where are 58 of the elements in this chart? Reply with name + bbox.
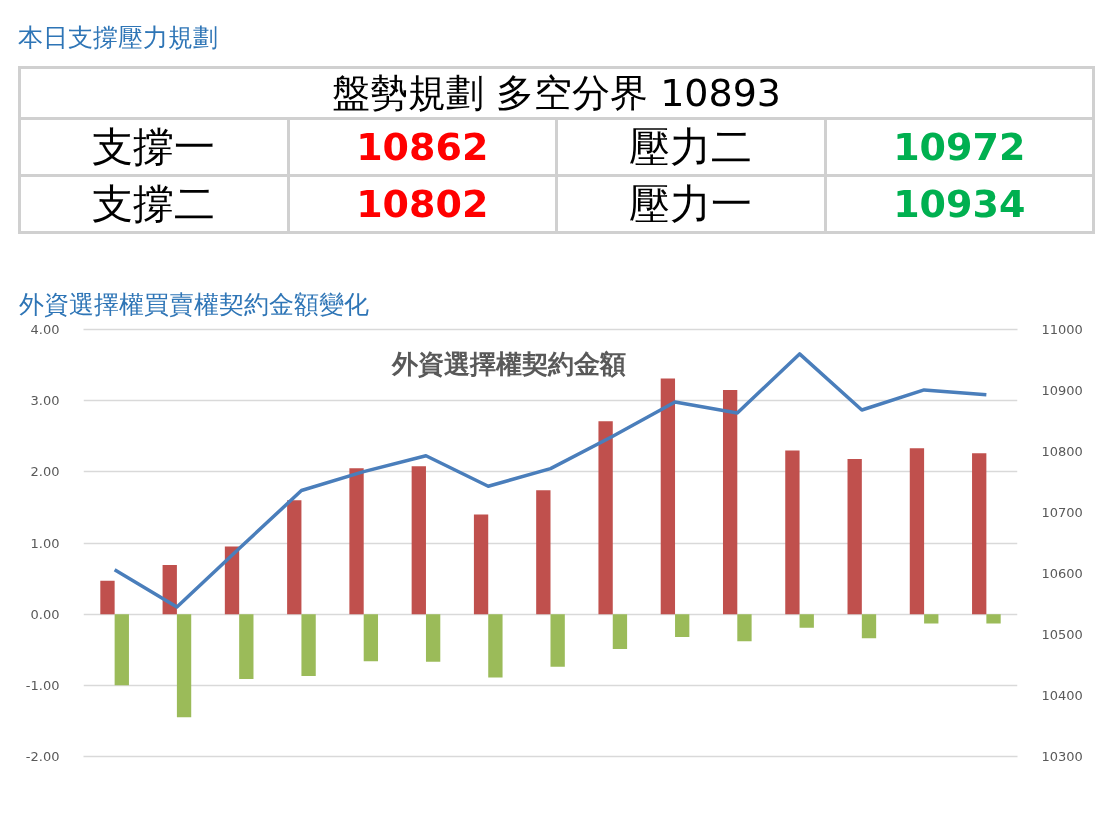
bar (612, 614, 628, 650)
text: 支撐一 (19, 118, 288, 176)
y2-tick-label: 11000 (1041, 322, 1083, 337)
bar (986, 614, 1001, 624)
bar (660, 378, 676, 615)
text: 壓力一 (556, 175, 825, 233)
bar (598, 421, 613, 615)
bar (239, 614, 254, 679)
bar (162, 565, 177, 615)
bar (488, 614, 503, 678)
text: 本日支撐壓力規劃 (18, 23, 218, 53)
text: 10972 (825, 118, 1094, 176)
bar (363, 614, 379, 662)
y2-tick-label: 10400 (1041, 688, 1083, 703)
bar (847, 459, 862, 615)
text: 10862 (288, 118, 557, 176)
bar (861, 614, 877, 639)
bar (799, 614, 814, 628)
bar (909, 448, 925, 615)
bar (473, 514, 489, 615)
y-tick-label: -1.00 (25, 677, 60, 693)
y-tick-label: 3.00 (30, 393, 60, 409)
bar (349, 468, 364, 615)
bar (722, 389, 738, 615)
y-tick-label: -2.00 (25, 749, 60, 764)
y-tick-label: 4.00 (30, 322, 60, 337)
y2-tick-label: 10900 (1041, 383, 1083, 398)
bar (224, 546, 240, 615)
text: 10934 (825, 175, 1094, 233)
bar (411, 466, 426, 615)
y2-tick-label: 10300 (1041, 749, 1083, 764)
bar (100, 580, 115, 615)
text: 盤勢規劃 多空分界 10893 (19, 67, 1094, 119)
y2-tick-label: 10700 (1041, 505, 1083, 520)
y2-tick-label: 10500 (1041, 627, 1083, 642)
y2-tick-label: 10800 (1041, 444, 1083, 459)
bar (287, 500, 302, 615)
text: 外資選擇權契約金額 (390, 348, 626, 379)
bar (114, 614, 129, 686)
bar (737, 614, 752, 642)
y-tick-label: 0.00 (30, 606, 60, 622)
y2-tick-label: 10600 (1041, 566, 1083, 581)
line-series (112, 352, 989, 609)
bar (425, 614, 441, 662)
bar (301, 614, 316, 677)
bar (785, 450, 800, 615)
y-tick-label: 2.00 (30, 464, 60, 480)
bar (924, 614, 939, 624)
chart-title: 外資選擇權買賣權契約金額變化 (18, 289, 369, 319)
bar (550, 614, 565, 667)
bar (536, 490, 551, 615)
bar (176, 614, 192, 718)
text: 壓力二 (556, 118, 825, 176)
text: 支撐二 (19, 175, 288, 233)
y-tick-label: 1.00 (30, 535, 60, 551)
bar (675, 614, 690, 637)
text: 10802 (288, 175, 557, 233)
bar (972, 453, 987, 615)
